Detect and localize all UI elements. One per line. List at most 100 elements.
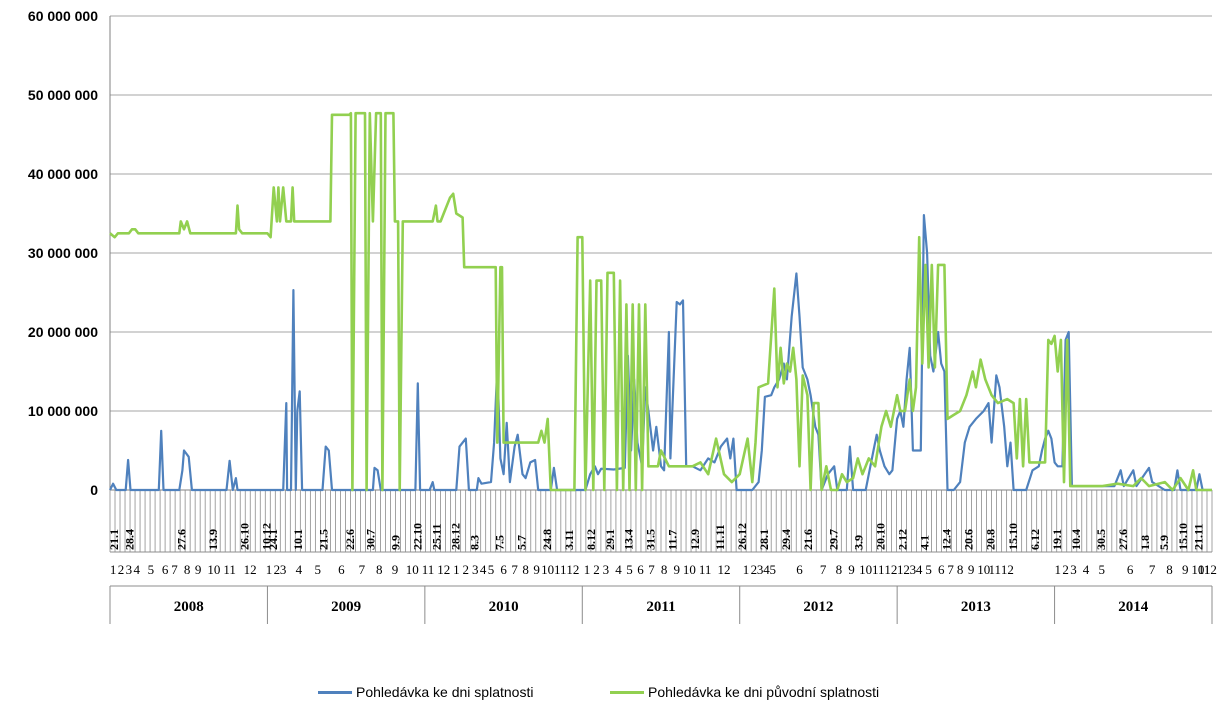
date-label-29: 29.4 xyxy=(779,529,793,550)
series-lines xyxy=(109,111,1212,492)
month-label-62: 3 xyxy=(910,562,917,577)
month-label-77: 6 xyxy=(1127,562,1134,577)
month-label-22: 11 xyxy=(422,562,435,577)
month-label-79: 8 xyxy=(1166,562,1173,577)
y-tick-label-6: 60 000 000 xyxy=(28,8,98,24)
month-label-75: 4 xyxy=(1083,562,1090,577)
y-tick-label-0: 0 xyxy=(90,482,98,498)
month-label-63: 4 xyxy=(916,562,923,577)
month-label-34: 11 xyxy=(554,562,567,577)
month-label-30: 7 xyxy=(511,562,518,577)
y-axis: 0 10 000 000 20 000 000 30 000 000 40 000 00… xyxy=(28,8,111,498)
date-label-26: 11.11 xyxy=(713,524,727,550)
month-label-4: 5 xyxy=(148,562,155,577)
date-label-46: 5.9 xyxy=(1157,535,1171,550)
month-label-26: 3 xyxy=(472,562,479,577)
date-label-19: 3.11 xyxy=(562,530,576,550)
month-label-64: 5 xyxy=(925,562,932,577)
month-label-5: 6 xyxy=(162,562,169,577)
month-label-82: 11 xyxy=(1198,562,1211,577)
month-label-59: 12 xyxy=(884,562,897,577)
month-label-78: 7 xyxy=(1149,562,1156,577)
date-label-42: 10.4 xyxy=(1069,529,1083,550)
month-label-36: 1 xyxy=(584,562,591,577)
month-label-11: 12 xyxy=(244,562,257,577)
date-label-38: 20.8 xyxy=(984,529,998,550)
month-label-60: 1 xyxy=(897,562,904,577)
month-label-23: 12 xyxy=(437,562,450,577)
date-label-22: 13.4 xyxy=(622,529,636,550)
date-label-11: 9.9 xyxy=(389,535,403,550)
month-label-31: 8 xyxy=(522,562,529,577)
month-label-21: 10 xyxy=(406,562,419,577)
month-label-56: 9 xyxy=(848,562,855,577)
y-tick-label-2: 20 000 000 xyxy=(28,324,98,340)
year-label-3: 2011 xyxy=(646,599,675,615)
month-label-65: 6 xyxy=(938,562,945,577)
year-label-0: 2008 xyxy=(174,599,204,615)
date-label-23: 31.5 xyxy=(644,529,658,550)
month-label-69: 10 xyxy=(977,562,990,577)
month-label-16: 5 xyxy=(315,562,322,577)
date-label-2: 27.6 xyxy=(175,529,189,550)
date-label-34: 2.12 xyxy=(896,529,910,550)
date-label-7: 10.1 xyxy=(291,529,305,550)
date-label-35: 4.1 xyxy=(918,535,932,550)
month-label-68: 9 xyxy=(968,562,975,577)
month-label-55: 8 xyxy=(836,562,843,577)
month-label-52: 5 xyxy=(770,562,777,577)
year-label-6: 2014 xyxy=(1118,599,1149,615)
date-label-28: 28.1 xyxy=(757,529,771,550)
month-label-51: 4 xyxy=(763,562,770,577)
month-label-54: 7 xyxy=(820,562,827,577)
month-label-10: 11 xyxy=(223,562,236,577)
series-line-2 xyxy=(109,111,1212,492)
month-label-15: 4 xyxy=(296,562,303,577)
legend-label-series-2: Pohledávka ke dni původní splatnosti xyxy=(648,684,880,700)
month-label-25: 2 xyxy=(463,562,470,577)
month-label-8: 9 xyxy=(195,562,202,577)
legend-swatch-series-2 xyxy=(610,690,644,694)
month-label-50: 3 xyxy=(757,562,764,577)
year-label-5: 2013 xyxy=(961,599,991,615)
date-label-13: 25.11 xyxy=(430,524,444,550)
month-label-80: 9 xyxy=(1182,562,1189,577)
y-tick-label-3: 30 000 000 xyxy=(28,245,98,261)
date-label-27: 26.12 xyxy=(735,523,749,550)
month-label-48: 1 xyxy=(743,562,750,577)
month-label-74: 3 xyxy=(1070,562,1077,577)
month-label-32: 9 xyxy=(533,562,540,577)
legend-item-series-1: Pohledávka ke dni splatnosti xyxy=(318,684,533,700)
date-label-10: 30.7 xyxy=(363,529,377,550)
date-label-30: 21.6 xyxy=(801,529,815,550)
date-label-43: 30.5 xyxy=(1094,529,1108,550)
date-label-36: 12.4 xyxy=(940,529,954,550)
month-label-39: 4 xyxy=(615,562,622,577)
date-label-39: 15.10 xyxy=(1006,523,1020,550)
date-label-9: 22.6 xyxy=(343,529,357,550)
date-label-1: 28.4 xyxy=(123,529,137,550)
month-label-83: 12 xyxy=(1204,562,1217,577)
date-label-47: 15.10 xyxy=(1176,523,1190,550)
month-label-6: 7 xyxy=(171,562,178,577)
year-label-1: 2009 xyxy=(331,599,361,615)
date-label-17: 5.7 xyxy=(515,535,529,550)
month-label-44: 9 xyxy=(673,562,680,577)
month-label-70: 11 xyxy=(988,562,1001,577)
month-label-12: 1 xyxy=(266,562,273,577)
date-label-21: 29.1 xyxy=(603,529,617,550)
date-label-31: 29.7 xyxy=(826,529,840,550)
month-label-42: 7 xyxy=(648,562,655,577)
month-label-53: 6 xyxy=(796,562,803,577)
legend-label-series-1: Pohledávka ke dni splatnosti xyxy=(356,684,534,700)
date-label-18: 24.8 xyxy=(540,529,554,550)
date-label-40: 6.12 xyxy=(1028,529,1042,550)
month-label-47: 12 xyxy=(717,562,730,577)
month-label-28: 5 xyxy=(488,562,495,577)
month-label-81: 10 xyxy=(1191,562,1204,577)
month-label-72: 1 xyxy=(1054,562,1061,577)
month-label-3: 4 xyxy=(134,562,141,577)
month-label-14: 3 xyxy=(280,562,287,577)
month-label-66: 7 xyxy=(947,562,954,577)
